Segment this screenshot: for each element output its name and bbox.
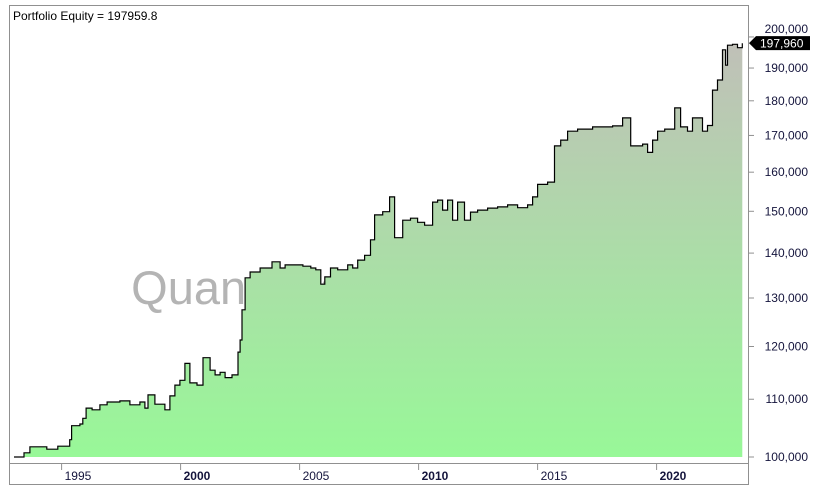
x-tick-label: 2010	[422, 469, 449, 483]
x-tick-label: 1995	[65, 469, 92, 483]
equity-area	[14, 43, 743, 457]
y-tick-label: 200,000	[765, 22, 809, 36]
y-tick-label: 150,000	[765, 204, 809, 218]
x-tick-label: 2000	[184, 469, 211, 483]
x-tick-label: 2015	[541, 469, 568, 483]
x-tick-label: 2005	[303, 469, 330, 483]
last-value-marker: 197,960	[749, 36, 810, 51]
y-tick-label: 190,000	[765, 61, 809, 75]
equity-line	[14, 43, 743, 458]
last-value-label: 197,960	[760, 37, 804, 51]
y-tick-label: 160,000	[765, 165, 809, 179]
y-tick-label: 100,000	[765, 450, 809, 464]
y-tick-label: 120,000	[765, 340, 809, 354]
last-value-tag	[749, 36, 810, 51]
x-tick-label: 2020	[660, 469, 687, 483]
y-tick-label: 140,000	[765, 246, 809, 260]
x-axis: 1995 2000 2005 2010 2015 2020	[61, 464, 687, 483]
y-tick-label: 170,000	[765, 128, 809, 142]
y-tick-label: 110,000	[766, 392, 809, 406]
y-tick-label: 130,000	[765, 291, 809, 305]
y-axis: 100,000 110,000 120,000 130,000 140,000 150,0…	[748, 22, 808, 464]
chart-title: Portfolio Equity = 197959.8	[13, 9, 158, 23]
y-tick-label: 180,000	[765, 94, 809, 108]
